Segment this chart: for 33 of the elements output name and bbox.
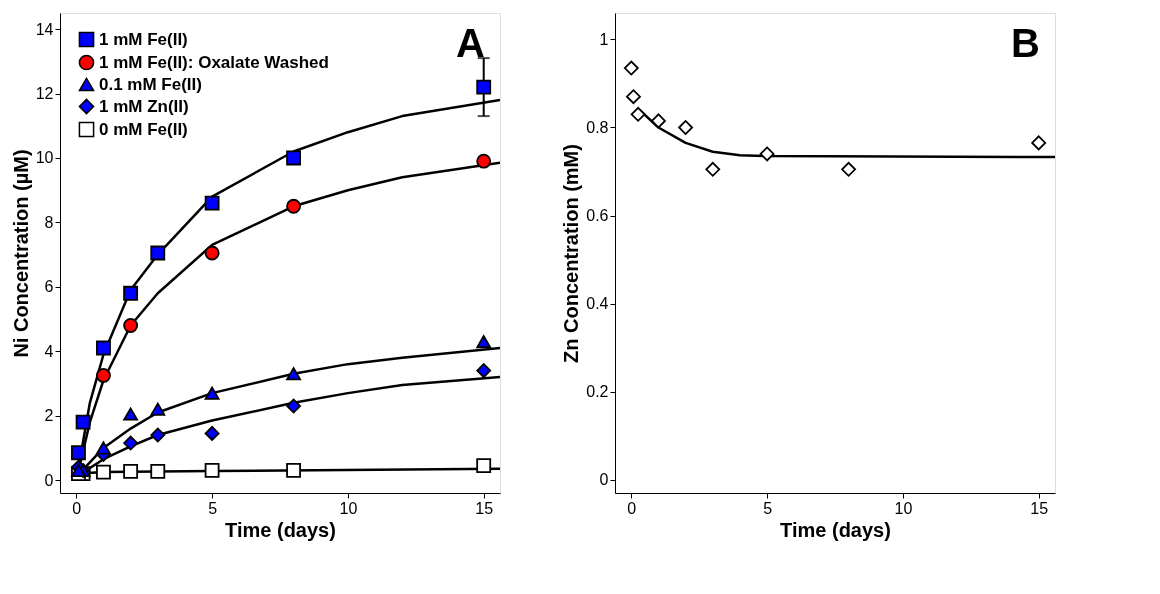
y-tick-label: 12 [35,85,54,103]
legend-label: 0 mM Fe(II) [99,119,188,139]
y-tick-label: 1 [599,30,609,48]
y-tick-label: 14 [35,20,54,38]
x-tick-label: 15 [1030,499,1049,517]
x-tick-label: 0 [72,499,82,517]
legend-label: 1 mM Fe(II): Oxalate Washed [99,52,329,72]
x-tick-label: 15 [475,499,494,517]
x-tick-label: 5 [208,499,218,517]
legend-label: 1 mM Zn(II) [99,96,189,116]
annotation: B [1011,21,1040,65]
x-tick-label: 5 [763,499,773,517]
y-tick-label: 6 [44,278,54,296]
y-tick-label: 0 [44,471,54,489]
y-tick-label: 0.2 [586,383,609,401]
legend-label: 1 mM Fe(II) [99,29,188,49]
y-tick-label: 0 [599,471,609,489]
x-tick-label: 0 [627,499,637,517]
y-tick-label: 0.6 [586,207,609,225]
y-tick-label: 0.4 [586,295,609,313]
x-tick-label: 10 [339,499,358,517]
y-axis-title: Zn Concentration (mM) [560,144,583,363]
legend-label: 0.1 mM Fe(II) [99,74,202,94]
x-tick-label: 10 [894,499,913,517]
y-tick-label: 10 [35,149,54,167]
y-tick-label: 2 [44,407,54,425]
x-axis-title: Time (days) [225,518,336,541]
y-tick-label: 0.8 [586,119,609,136]
y-tick-label: 8 [44,213,54,231]
y-axis-title: Ni Concentration (µM) [9,149,32,358]
x-axis-title: Time (days) [780,518,891,541]
y-tick-label: 4 [44,342,54,360]
annotation: A [456,21,485,65]
